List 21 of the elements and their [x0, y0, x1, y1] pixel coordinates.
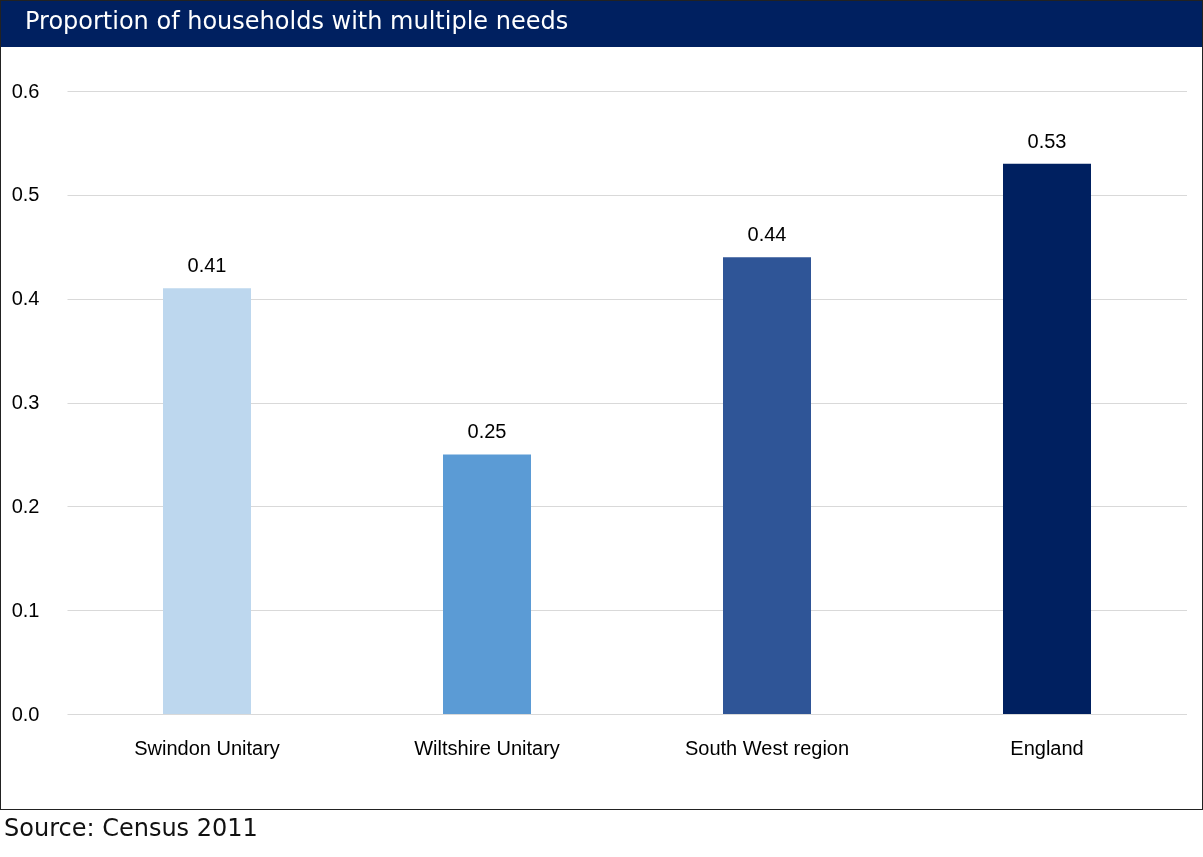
- y-tick-label: 0.6: [11, 79, 40, 102]
- x-tick-label: South West region: [684, 736, 850, 759]
- bar: [1003, 163, 1091, 714]
- data-label: 0.25: [467, 420, 507, 443]
- x-tick-label: Wiltshire Unitary: [414, 736, 560, 759]
- data-label: 0.44: [747, 223, 787, 246]
- x-tick-label: England: [1010, 736, 1084, 759]
- chart-title: Proportion of households with multiple needs: [1, 1, 1202, 47]
- y-tick-label: 0.0: [11, 702, 40, 725]
- source-note: Source: Census 2011: [3, 813, 259, 842]
- y-tick-label: 0.1: [11, 598, 40, 621]
- data-label: 0.41: [187, 254, 227, 277]
- x-tick-label: Swindon Unitary: [134, 736, 280, 759]
- y-tick-label: 0.5: [11, 183, 40, 206]
- y-tick-label: 0.2: [11, 494, 40, 517]
- bar: [443, 454, 531, 714]
- data-label: 0.53: [1027, 129, 1067, 152]
- bar: [163, 288, 251, 714]
- y-tick-label: 0.4: [11, 287, 40, 310]
- y-tick-label: 0.3: [11, 391, 40, 413]
- bar: [723, 257, 811, 714]
